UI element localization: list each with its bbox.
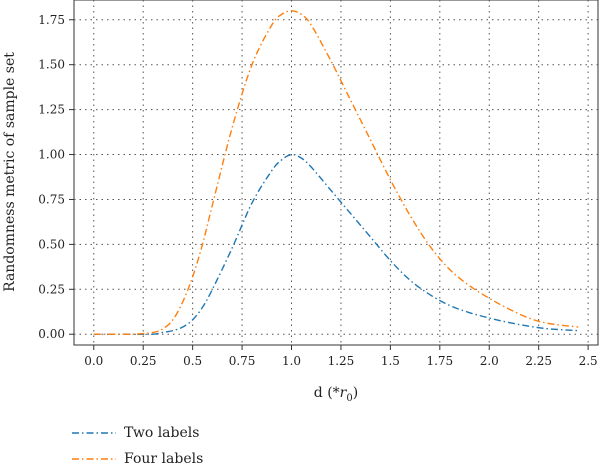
x-axis-label: d (*r0) [314, 385, 358, 404]
y-tick-label: 0.25 [38, 282, 65, 296]
y-tick-label: 0.75 [38, 192, 65, 206]
x-tick-label: 2.0 [480, 354, 499, 368]
y-tick-label: 0.00 [38, 327, 65, 341]
x-tick-label: 0.5 [183, 354, 202, 368]
x-tick-label: 1.5 [381, 354, 400, 368]
y-tick-label: 1.75 [38, 13, 65, 27]
line-chart: 0.0 0.25 0.5 0.75 1.0 1.25 1.5 1.75 2.0 2.25 2.5 0… [2, 0, 599, 404]
plot-area [73, 0, 599, 346]
legend-item-four-labels: Four labels [72, 446, 203, 472]
x-tick-label: 2.5 [579, 354, 598, 368]
grid-lines [74, 0, 598, 345]
x-tick-label: 1.0 [282, 354, 301, 368]
x-tick-label: 0.0 [84, 354, 103, 368]
y-axis-label: Randomness metric of sample set [2, 52, 18, 292]
x-tick-label: 0.75 [229, 354, 256, 368]
legend-swatch-four-labels [72, 458, 116, 460]
x-tick-label: 0.25 [130, 354, 157, 368]
series-line-four-labels [93, 10, 579, 336]
x-tick-label: 2.25 [525, 354, 552, 368]
legend-item-two-labels: Two labels [72, 420, 203, 446]
x-tick-label: 1.25 [328, 354, 355, 368]
legend-swatch-two-labels [72, 432, 116, 434]
y-tick-label: 1.50 [38, 58, 65, 72]
series-line-two-labels [93, 153, 579, 336]
legend-label: Four labels [124, 451, 204, 467]
x-tick-label: 1.75 [426, 354, 453, 368]
legend-label: Two labels [124, 425, 200, 441]
series-lines [93, 10, 579, 336]
y-tick-label: 0.50 [38, 237, 65, 251]
y-tick-label: 1.25 [38, 103, 65, 117]
y-tick-label: 1.00 [38, 148, 65, 162]
x-axis-ticks: 0.0 0.25 0.5 0.75 1.0 1.25 1.5 1.75 2.0 2.25 2.5 [84, 345, 598, 368]
legend: Two labels Four labels [72, 420, 203, 472]
y-axis-ticks: 0.00 0.25 0.50 0.75 1.00 1.25 1.50 1.75 [38, 13, 74, 341]
